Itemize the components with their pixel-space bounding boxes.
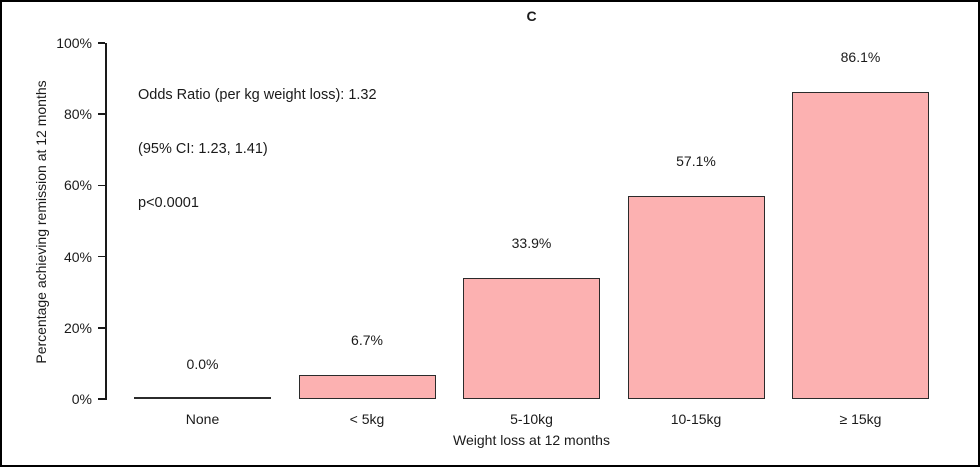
bar-value-label: 57.1% xyxy=(676,153,716,169)
y-tick-mark xyxy=(98,42,105,44)
y-axis-line xyxy=(105,43,107,400)
y-tick-mark xyxy=(98,113,105,115)
x-tick-label: 5-10kg xyxy=(510,411,553,427)
y-tick-label: 80% xyxy=(63,106,92,123)
bar xyxy=(134,397,271,399)
y-tick-label: 0% xyxy=(71,391,92,407)
bar-value-label: 33.9% xyxy=(511,235,552,251)
panel-title: C xyxy=(526,8,537,24)
y-tick-label: 20% xyxy=(63,319,92,336)
y-tick-mark xyxy=(98,184,105,187)
bar-value-label: 86.1% xyxy=(840,49,881,65)
bar xyxy=(792,92,929,399)
bar-value-label: 6.7% xyxy=(351,332,383,348)
bar-value-label: 0.0% xyxy=(186,356,219,372)
annotation-odds-ratio: Odds Ratio (per kg weight loss): 1.32 xyxy=(138,87,377,103)
annotation-p-value: p<0.0001 xyxy=(138,195,199,211)
x-tick-label: 10-15kg xyxy=(670,411,722,427)
y-tick-mark xyxy=(98,398,105,400)
x-tick-label: < 5kg xyxy=(349,411,385,427)
annotation-confidence-interval: (95% CI: 1.23, 1.41) xyxy=(138,141,268,157)
y-tick-label: 100% xyxy=(56,35,92,51)
bar xyxy=(463,278,600,399)
y-tick-mark xyxy=(98,327,105,329)
x-tick-label: ≥ 15kg xyxy=(839,411,882,427)
x-axis-title: Weight loss at 12 months xyxy=(453,432,610,448)
y-tick-mark xyxy=(98,255,105,258)
x-tick-label: None xyxy=(185,411,220,427)
bar xyxy=(298,375,436,399)
y-tick-label: 40% xyxy=(63,248,92,265)
y-tick-label: 60% xyxy=(63,177,92,194)
bar xyxy=(627,196,765,399)
stats-annotation: Odds Ratio (per kg weight loss): 1.32 (9… xyxy=(138,50,377,248)
